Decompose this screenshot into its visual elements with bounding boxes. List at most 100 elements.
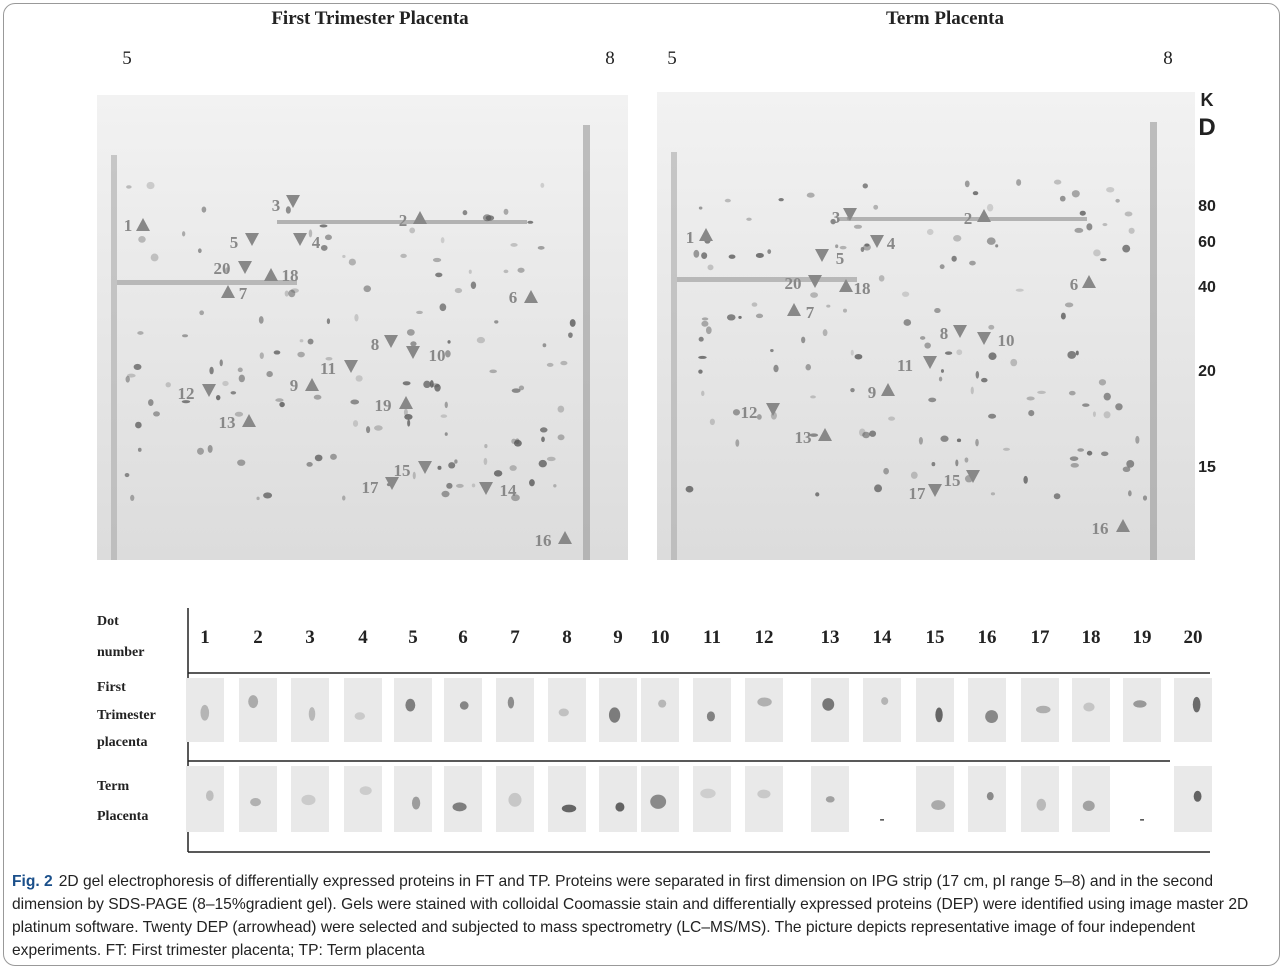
gel-streak [583,125,590,560]
gel-spot [701,252,708,259]
gel-spot [830,218,836,225]
caption: Fig. 2 2D gel electrophoresis of differen… [12,870,1274,962]
gel-streak [1150,122,1157,560]
gel-spot [728,254,736,259]
gel-spot [259,352,264,359]
mw-unit: D [1198,114,1215,141]
thumbnail-spot [459,701,469,710]
spot-label: 8 [940,324,949,343]
gel-spot [755,252,764,258]
gel-spot [938,376,943,382]
row-label: Placenta [97,809,148,824]
gel-spot [972,191,979,196]
gel-spot [1053,493,1061,500]
thumbnail-spot [359,786,372,795]
gel-spot [529,479,535,487]
arrowhead [238,261,252,274]
gel-spot [778,198,784,202]
gel-spot [863,243,871,251]
header-label: number [97,645,144,660]
gel-spot [238,374,245,383]
arrowhead [766,403,780,416]
arrowhead [977,332,991,345]
dot-number: 13 [821,627,840,648]
caption-text: 2D gel electrophoresis of differentially… [12,873,1249,959]
gel-spot [511,494,520,502]
spot-label: 3 [832,208,841,227]
gel-spot [903,319,912,326]
spot-label: 20 [214,259,231,278]
spot-label: 13 [795,428,812,447]
spot-label: 15 [394,461,411,480]
arrowhead [479,482,493,495]
spot-thumbnail [641,678,679,742]
gel-spot [869,430,877,437]
gel-spot [258,316,264,324]
gel-spot [1099,258,1107,262]
gel-spot [926,228,934,236]
gel-spot [953,234,962,242]
arrowhead [818,428,832,441]
gel-spot [423,380,431,389]
arrowhead [385,477,399,490]
gel-spot [537,246,545,250]
dot-number: 1 [200,627,210,648]
thumbnail-spot [561,804,577,813]
gel-spot [125,375,130,383]
dot-number: 14 [873,627,893,648]
gel-spot [560,360,568,366]
gel-spot [1060,312,1066,320]
gel-spot [199,310,205,316]
gel-spot [1037,390,1046,394]
thumbnail-spot [205,790,214,802]
spot-label: 12 [178,384,195,403]
gel-spot [330,453,337,460]
spot-thumbnail [344,766,382,832]
spot-label: 6 [1070,275,1079,294]
dot-number: 5 [408,627,418,648]
arrowhead [242,414,256,427]
gel-spot [546,456,556,462]
gel-spot [435,272,443,278]
thumbnail-spot [1192,696,1201,713]
spot-thumbnail [1174,766,1212,832]
gel-spot [456,483,464,488]
thumbnail-spot [706,711,715,722]
spot-label: 2 [399,211,408,230]
dot-number: 11 [703,627,721,648]
gel-spot [940,435,949,442]
gel-spot [873,204,879,210]
gel-spot [440,414,448,418]
thumbnail-spot [608,707,621,723]
thumbnail-spot [507,696,515,709]
gel-spot [1115,403,1123,411]
gel-spot [511,388,521,393]
gel-spot [1079,210,1086,216]
spot-label: 9 [290,376,299,395]
spot-label: 10 [429,346,446,365]
gel-spot [165,382,171,388]
dot-number: 16 [978,627,997,648]
spot-thumbnail [1021,766,1059,832]
gel-spot [1075,350,1079,356]
mw-label: 60 [1198,234,1216,251]
gel-streak [671,152,677,560]
gel-spot [137,331,144,335]
spot-label: 11 [897,356,913,375]
thumbnail-spot [985,710,999,723]
arrowhead [344,360,358,373]
gel-spot [342,254,346,259]
arrowhead [418,461,432,474]
spot-label: 11 [320,359,336,378]
gel-spot [854,353,863,360]
gel-spot [483,457,488,465]
spot-label: 19 [375,396,392,415]
arrowhead [815,249,829,262]
gel-spot [133,363,142,370]
gel-spot [835,244,839,249]
dot-number: 2 [253,627,263,648]
gel-spot [284,290,289,297]
gel-spot [956,438,962,443]
